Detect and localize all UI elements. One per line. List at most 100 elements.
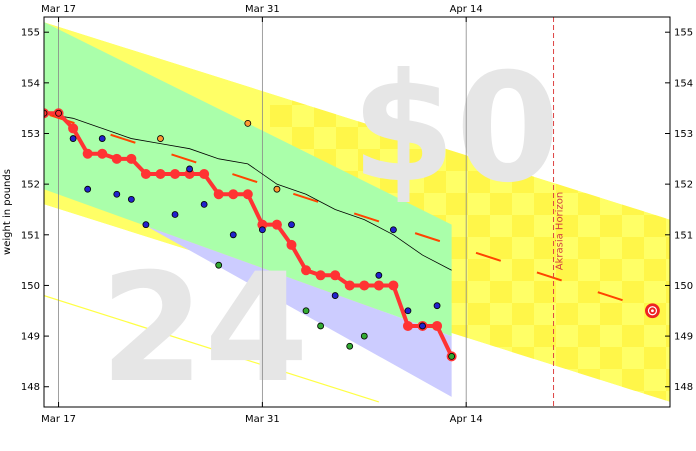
y-tick-label-left: 150 bbox=[21, 281, 40, 292]
moving-average-point bbox=[213, 189, 224, 200]
x-tick-label-top: Mar 31 bbox=[245, 4, 280, 15]
check-square bbox=[556, 347, 578, 369]
datapoint bbox=[229, 231, 237, 239]
datapoint bbox=[127, 195, 135, 203]
datapoint bbox=[317, 322, 325, 330]
moving-average-point bbox=[271, 219, 282, 230]
moving-average-point bbox=[140, 169, 151, 180]
moving-average-point bbox=[199, 169, 210, 180]
check-square bbox=[622, 369, 644, 391]
datapoint bbox=[360, 332, 368, 340]
y-tick-label-left: 151 bbox=[21, 230, 40, 241]
check-square bbox=[666, 281, 670, 303]
datapoint bbox=[186, 165, 193, 173]
x-tick-label-top: Apr 14 bbox=[450, 4, 483, 15]
y-tick-label-left: 153 bbox=[21, 129, 40, 140]
datapoint bbox=[200, 201, 208, 208]
check-square bbox=[490, 193, 512, 215]
datapoint bbox=[389, 226, 397, 234]
check-square bbox=[556, 259, 578, 281]
check-square bbox=[512, 259, 534, 281]
y-tick-label-right: 154 bbox=[674, 78, 693, 89]
check-square bbox=[490, 281, 512, 303]
check-square bbox=[402, 149, 424, 171]
y-tick-label-left: 152 bbox=[21, 180, 40, 191]
check-square bbox=[490, 325, 512, 347]
watermark-days: 24 bbox=[100, 242, 309, 416]
akrasia-horizon-label: Akrasia Horizon bbox=[555, 192, 566, 270]
check-square bbox=[600, 347, 622, 369]
y-tick-label-right: 151 bbox=[674, 230, 693, 241]
y-tick-label-right: 149 bbox=[674, 332, 693, 343]
moving-average-point bbox=[111, 153, 122, 164]
moving-average-point bbox=[330, 270, 341, 281]
y-tick-label-right: 152 bbox=[674, 180, 693, 191]
check-square bbox=[270, 105, 292, 127]
datapoint bbox=[273, 185, 281, 193]
datapoint bbox=[419, 322, 426, 330]
datapoint bbox=[171, 211, 179, 218]
goal-target-center bbox=[651, 309, 654, 313]
datapoint bbox=[142, 221, 150, 229]
plot-frame bbox=[43, 16, 671, 408]
moving-average-point bbox=[373, 280, 384, 291]
check-square bbox=[534, 237, 556, 259]
moving-average-point bbox=[315, 270, 326, 281]
check-square bbox=[600, 215, 622, 237]
x-tick-label-bottom: Mar 31 bbox=[245, 414, 280, 425]
moving-average-point bbox=[228, 189, 239, 200]
check-square bbox=[622, 281, 644, 303]
trend-line bbox=[44, 112, 452, 271]
moving-average-point bbox=[344, 280, 355, 291]
check-square bbox=[446, 149, 468, 171]
check-square bbox=[380, 171, 402, 193]
datapoint bbox=[331, 292, 339, 299]
datapoint bbox=[98, 135, 106, 142]
datapoint bbox=[44, 109, 48, 117]
x-tick-label-top: Mar 17 bbox=[41, 4, 76, 15]
moving-average-point bbox=[82, 148, 93, 159]
datapoint bbox=[302, 307, 310, 315]
y-tick-label-right: 150 bbox=[674, 281, 693, 292]
check-square bbox=[534, 193, 556, 215]
plot-area: $024 Akrasia Horizon bbox=[44, 17, 670, 416]
check-square bbox=[578, 237, 600, 259]
datapoint bbox=[288, 221, 295, 229]
y-tick-label-left: 154 bbox=[21, 78, 40, 89]
check-square bbox=[512, 303, 534, 325]
datapoint bbox=[215, 261, 223, 269]
moving-average-point bbox=[126, 153, 137, 164]
check-square bbox=[622, 237, 644, 259]
moving-average-point bbox=[402, 320, 413, 331]
check-square bbox=[578, 281, 600, 303]
moving-average-point bbox=[388, 280, 399, 291]
watermark-amount: $0 bbox=[351, 42, 560, 216]
datapoint bbox=[375, 271, 383, 279]
check-square bbox=[468, 259, 490, 281]
y-tick-label-left: 149 bbox=[21, 332, 40, 343]
moving-average-point bbox=[359, 280, 370, 291]
datapoint bbox=[433, 302, 441, 310]
moving-average-point bbox=[155, 169, 166, 180]
datapoint bbox=[84, 185, 92, 193]
moving-average-point bbox=[184, 169, 195, 180]
check-square bbox=[644, 347, 666, 369]
check-square bbox=[666, 237, 670, 259]
y-tick-label-left: 148 bbox=[21, 382, 40, 393]
check-square bbox=[468, 215, 490, 237]
check-square bbox=[644, 215, 666, 237]
moving-average-point bbox=[301, 265, 312, 276]
moving-average-point bbox=[170, 169, 181, 180]
datapoint bbox=[157, 135, 164, 142]
check-square bbox=[446, 193, 468, 215]
y-tick-label-right: 153 bbox=[674, 129, 693, 140]
x-tick-label-bottom: Apr 14 bbox=[450, 414, 483, 425]
datapoint bbox=[113, 190, 121, 198]
x-tick-label-bottom: Mar 17 bbox=[41, 414, 76, 425]
check-square bbox=[424, 171, 446, 193]
moving-average-point bbox=[97, 148, 108, 159]
check-square bbox=[512, 171, 534, 193]
check-square bbox=[666, 369, 670, 391]
